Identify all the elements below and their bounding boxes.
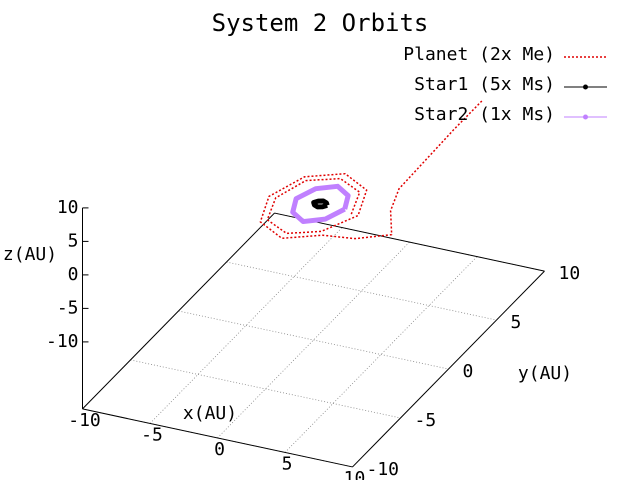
y-tick-label: -5 (415, 410, 437, 431)
axis-border (274, 212, 545, 272)
z-axis-label: z(AU) (3, 244, 57, 265)
legend-label: Planet (2x Me) (403, 44, 555, 65)
grid-line (178, 310, 449, 370)
grid-line (130, 359, 401, 419)
y-tick-label: -10 (367, 459, 400, 480)
grid-line (149, 227, 343, 424)
x-tick-label: -5 (141, 424, 163, 445)
axis-border (82, 212, 275, 410)
legend-marker (583, 114, 588, 120)
grid-line (217, 241, 410, 439)
series-line (311, 198, 330, 210)
z-tick-label: 0 (68, 264, 79, 285)
x-axis-label: x(AU) (183, 403, 237, 424)
chart-title: System 2 Orbits (212, 9, 429, 37)
x-tick-label: -10 (68, 410, 101, 431)
axis-border (352, 270, 545, 468)
x-tick-label: 10 (344, 468, 366, 480)
legend-label: Star2 (1x Ms) (414, 104, 555, 125)
axis-border (82, 408, 353, 468)
z-tick-label: -5 (57, 297, 79, 318)
z-tick-label: 5 (68, 230, 79, 251)
y-tick-label: 0 (463, 361, 474, 382)
x-tick-label: 5 (282, 453, 293, 474)
legend-marker (583, 84, 588, 90)
z-tick-label: 10 (57, 197, 79, 218)
y-tick-label: 5 (511, 312, 522, 333)
y-tick-label: 10 (559, 263, 581, 284)
legend-label: Star1 (5x Ms) (414, 74, 555, 95)
grid-line (284, 256, 478, 453)
z-tick-label: -10 (46, 331, 79, 352)
series-line (290, 183, 351, 225)
x-tick-label: 0 (214, 439, 225, 460)
grid-line (226, 261, 497, 321)
y-axis-label: y(AU) (518, 363, 572, 384)
series-line (259, 99, 484, 240)
